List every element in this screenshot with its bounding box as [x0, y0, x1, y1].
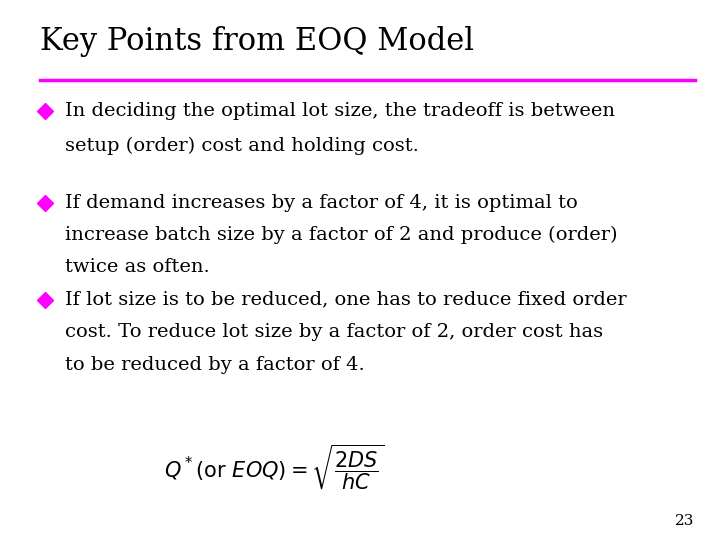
- Text: If demand increases by a factor of 4, it is optimal to: If demand increases by a factor of 4, it…: [65, 193, 577, 212]
- Text: increase batch size by a factor of 2 and produce (order): increase batch size by a factor of 2 and…: [65, 226, 617, 244]
- Text: to be reduced by a factor of 4.: to be reduced by a factor of 4.: [65, 355, 364, 374]
- Text: $Q^*(\mathrm{or}\ \mathit{EOQ}) = \sqrt{\dfrac{2DS}{hC}}$: $Q^*(\mathrm{or}\ \mathit{EOQ}) = \sqrt{…: [163, 442, 384, 492]
- Text: If lot size is to be reduced, one has to reduce fixed order: If lot size is to be reduced, one has to…: [65, 291, 626, 309]
- Text: setup (order) cost and holding cost.: setup (order) cost and holding cost.: [65, 137, 418, 155]
- Text: Key Points from EOQ Model: Key Points from EOQ Model: [40, 26, 474, 57]
- Text: twice as often.: twice as often.: [65, 258, 210, 276]
- Text: 23: 23: [675, 514, 695, 528]
- Text: cost. To reduce lot size by a factor of 2, order cost has: cost. To reduce lot size by a factor of …: [65, 323, 603, 341]
- Text: In deciding the optimal lot size, the tradeoff is between: In deciding the optimal lot size, the tr…: [65, 102, 615, 120]
